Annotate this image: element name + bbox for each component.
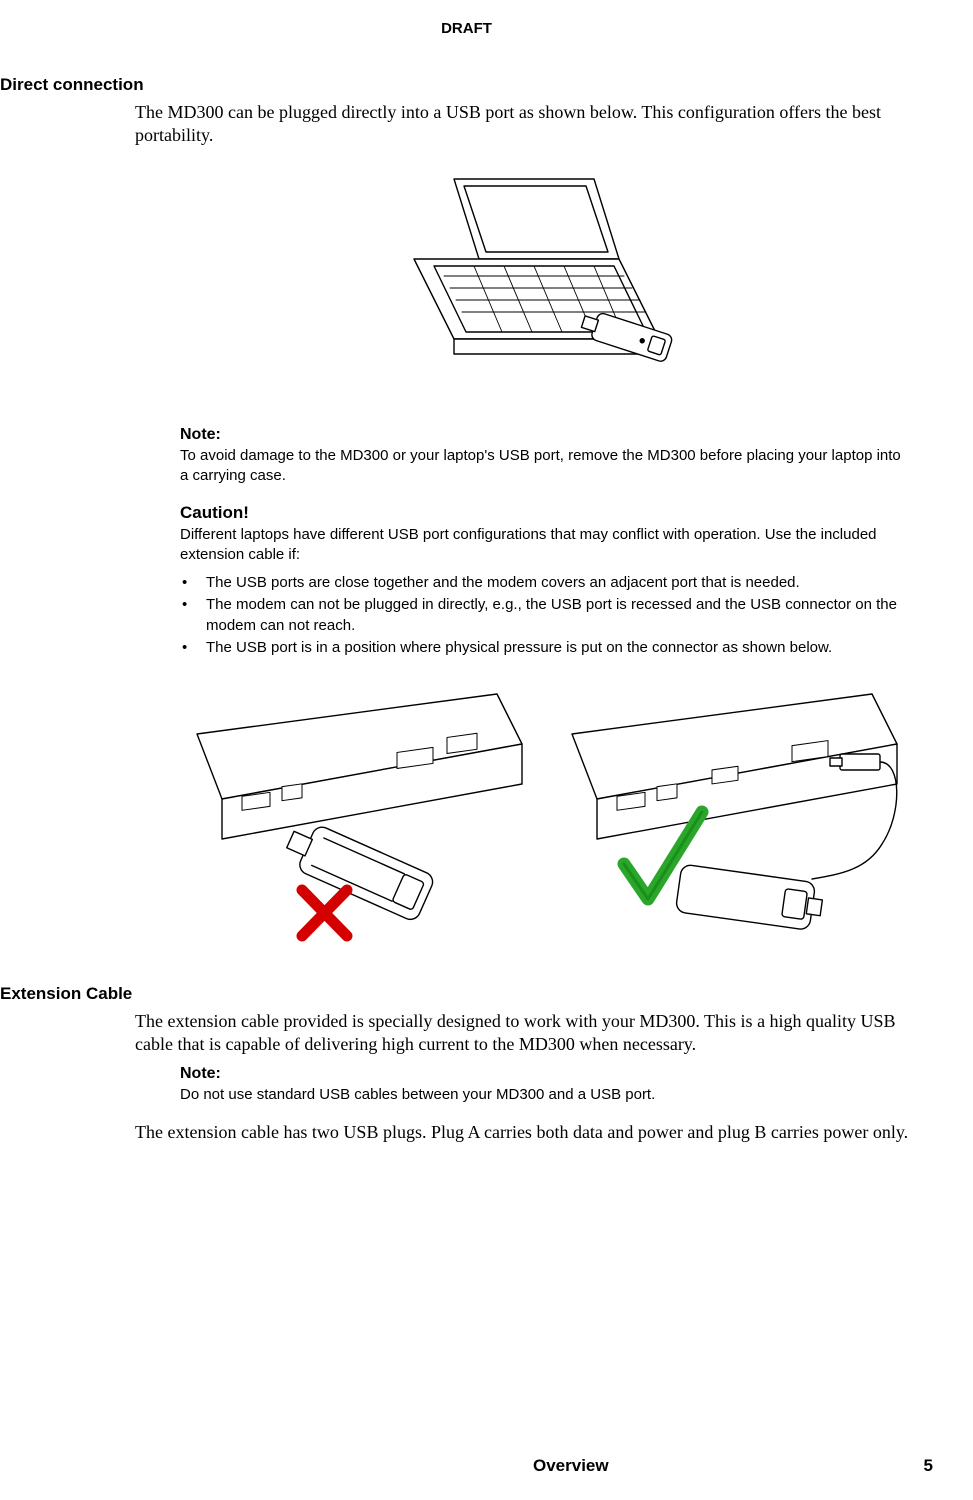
figure-correct (562, 674, 907, 954)
section2-paragraph-1: The extension cable provided is speciall… (135, 1010, 923, 1055)
section1-paragraph: The MD300 can be plugged directly into a… (135, 101, 923, 146)
caution-bullet: The modem can not be plugged in directly… (180, 595, 903, 636)
x-mark-icon (302, 890, 347, 936)
caution-bullet-list: The USB ports are close together and the… (180, 573, 903, 658)
page: DRAFT Direct connection The MD300 can be… (0, 0, 973, 1500)
figure-incorrect (187, 674, 532, 954)
note1-title: Note: (180, 426, 903, 444)
caution-title: Caution! (180, 503, 903, 523)
section2-paragraph-2: The extension cable has two USB plugs. P… (135, 1121, 923, 1144)
note2-title: Note: (180, 1065, 903, 1083)
note2-body: Do not use standard USB cables between y… (180, 1085, 903, 1105)
laptop-modem-illustration (384, 164, 684, 389)
footer-page-number: 5 (924, 1456, 933, 1476)
section-heading-direct-connection: Direct connection (0, 75, 933, 95)
footer-section-name: Overview (533, 1456, 609, 1476)
section-heading-extension-cable: Extension Cable (0, 984, 933, 1004)
caution-body: Different laptops have different USB por… (180, 525, 903, 566)
caution-bullet: The USB port is in a position where phys… (180, 638, 903, 658)
note1-body: To avoid damage to the MD300 or your lap… (180, 446, 903, 487)
page-footer: Overview 5 (533, 1456, 933, 1476)
draft-header: DRAFT (0, 20, 933, 37)
note-block-1: Note: To avoid damage to the MD300 or yo… (180, 426, 903, 487)
figure-direct-connection (135, 164, 933, 394)
note-block-2: Note: Do not use standard USB cables bet… (180, 1065, 903, 1105)
caution-block: Caution! Different laptops have differen… (180, 503, 903, 659)
caution-bullet: The USB ports are close together and the… (180, 573, 903, 593)
figure-comparison (180, 674, 913, 954)
